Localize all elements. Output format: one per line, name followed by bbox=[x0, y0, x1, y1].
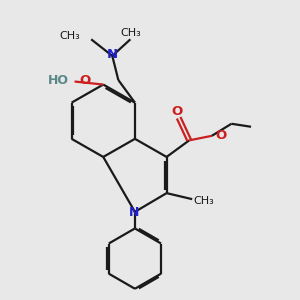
Text: N: N bbox=[129, 206, 140, 219]
Text: O: O bbox=[172, 105, 183, 118]
Text: O: O bbox=[80, 74, 91, 87]
Text: CH₃: CH₃ bbox=[194, 196, 214, 206]
Text: N: N bbox=[107, 48, 118, 61]
Text: HO: HO bbox=[48, 74, 69, 87]
Text: O: O bbox=[215, 129, 227, 142]
Text: CH₃: CH₃ bbox=[59, 31, 80, 41]
Text: CH₃: CH₃ bbox=[120, 28, 141, 38]
